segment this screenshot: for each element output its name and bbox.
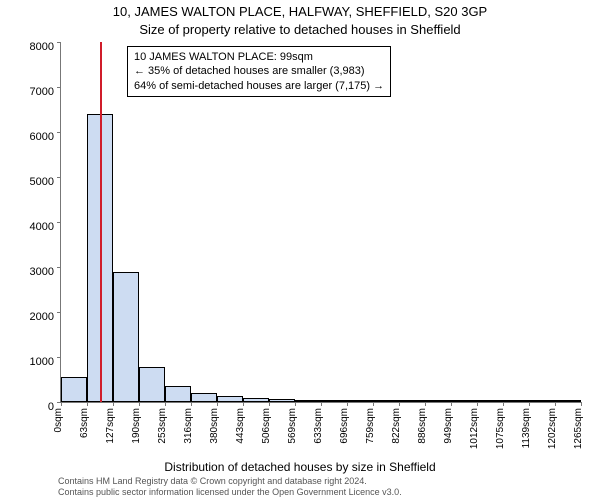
- histogram-bar: [295, 400, 321, 402]
- ytick-label: 5000: [0, 176, 54, 188]
- xtick-mark: [191, 402, 192, 406]
- address-title: 10, JAMES WALTON PLACE, HALFWAY, SHEFFIE…: [0, 4, 600, 19]
- ytick-mark: [57, 132, 61, 133]
- xtick-mark: [139, 402, 140, 406]
- ytick-label: 8000: [0, 41, 54, 53]
- xtick-label: 759sqm: [365, 408, 376, 458]
- ytick-mark: [57, 177, 61, 178]
- xtick-mark: [503, 402, 504, 406]
- info-line-2: ← 35% of detached houses are smaller (3,…: [134, 64, 384, 78]
- ytick-mark: [57, 87, 61, 88]
- xtick-mark: [451, 402, 452, 406]
- ytick-label: 6000: [0, 131, 54, 143]
- histogram-bar: [373, 400, 399, 402]
- xtick-mark: [321, 402, 322, 406]
- xtick-mark: [87, 402, 88, 406]
- info-line-1: 10 JAMES WALTON PLACE: 99sqm: [134, 50, 384, 64]
- footer-line-2: Contains public sector information licen…: [58, 487, 402, 498]
- marker-line: [100, 42, 102, 402]
- info-line-3: 64% of semi-detached houses are larger (…: [134, 79, 384, 93]
- xtick-label: 633sqm: [313, 408, 324, 458]
- subtitle: Size of property relative to detached ho…: [0, 22, 600, 37]
- xtick-label: 63sqm: [79, 408, 90, 458]
- xtick-mark: [477, 402, 478, 406]
- xtick-mark: [61, 402, 62, 406]
- xtick-mark: [555, 402, 556, 406]
- ytick-mark: [57, 312, 61, 313]
- histogram-bar: [347, 400, 373, 402]
- xtick-label: 380sqm: [209, 408, 220, 458]
- xtick-label: 949sqm: [443, 408, 454, 458]
- xtick-label: 506sqm: [261, 408, 272, 458]
- xtick-label: 1075sqm: [495, 408, 506, 458]
- histogram-bar: [555, 400, 581, 402]
- xtick-mark: [217, 402, 218, 406]
- footer-line-1: Contains HM Land Registry data © Crown c…: [58, 476, 402, 487]
- ytick-label: 3000: [0, 266, 54, 278]
- xtick-mark: [373, 402, 374, 406]
- xtick-mark: [347, 402, 348, 406]
- histogram-bar: [451, 400, 477, 402]
- xtick-label: 190sqm: [131, 408, 142, 458]
- footer: Contains HM Land Registry data © Crown c…: [58, 476, 402, 498]
- xtick-mark: [529, 402, 530, 406]
- xtick-label: 253sqm: [157, 408, 168, 458]
- histogram-bar: [191, 393, 217, 402]
- xtick-mark: [399, 402, 400, 406]
- ytick-label: 0: [0, 401, 54, 413]
- xtick-label: 1139sqm: [521, 408, 532, 458]
- ytick-label: 7000: [0, 86, 54, 98]
- xtick-label: 443sqm: [235, 408, 246, 458]
- info-box: 10 JAMES WALTON PLACE: 99sqm ← 35% of de…: [127, 46, 391, 97]
- xtick-label: 1202sqm: [547, 408, 558, 458]
- histogram-bar: [321, 400, 347, 402]
- xtick-mark: [581, 402, 582, 406]
- ytick-mark: [57, 267, 61, 268]
- histogram-bar: [61, 377, 87, 402]
- histogram-bar: [425, 400, 451, 402]
- histogram-bar: [139, 367, 165, 402]
- xtick-mark: [425, 402, 426, 406]
- xtick-label: 696sqm: [339, 408, 350, 458]
- histogram-bar: [503, 400, 529, 402]
- histogram-bar: [243, 398, 269, 402]
- xtick-label: 569sqm: [287, 408, 298, 458]
- ytick-label: 4000: [0, 221, 54, 233]
- xtick-mark: [295, 402, 296, 406]
- histogram-bar: [477, 400, 503, 402]
- ytick-mark: [57, 42, 61, 43]
- histogram-bar: [269, 399, 295, 402]
- xtick-mark: [165, 402, 166, 406]
- x-axis-label: Distribution of detached houses by size …: [0, 460, 600, 474]
- histogram-bar: [529, 400, 555, 402]
- xtick-mark: [243, 402, 244, 406]
- histogram-bar: [399, 400, 425, 402]
- plot-area: 10 JAMES WALTON PLACE: 99sqm ← 35% of de…: [60, 42, 581, 403]
- ytick-mark: [57, 357, 61, 358]
- xtick-mark: [269, 402, 270, 406]
- xtick-label: 886sqm: [417, 408, 428, 458]
- xtick-label: 0sqm: [53, 408, 64, 458]
- histogram-bar: [165, 386, 191, 402]
- xtick-mark: [113, 402, 114, 406]
- ytick-label: 1000: [0, 356, 54, 368]
- ytick-label: 2000: [0, 311, 54, 323]
- xtick-label: 822sqm: [391, 408, 402, 458]
- chart-container: 10, JAMES WALTON PLACE, HALFWAY, SHEFFIE…: [0, 0, 600, 500]
- xtick-label: 1012sqm: [469, 408, 480, 458]
- ytick-mark: [57, 222, 61, 223]
- histogram-bar: [217, 396, 243, 402]
- xtick-label: 316sqm: [183, 408, 194, 458]
- xtick-label: 1265sqm: [573, 408, 584, 458]
- xtick-label: 127sqm: [105, 408, 116, 458]
- histogram-bar: [113, 272, 139, 403]
